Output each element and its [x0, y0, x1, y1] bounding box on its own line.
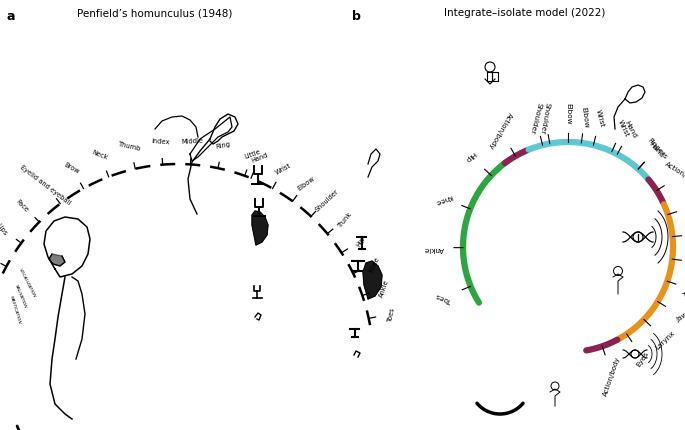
Text: Hip: Hip — [464, 150, 477, 163]
Text: Eyelid and eyeball: Eyelid and eyeball — [19, 164, 72, 206]
Text: Elbow: Elbow — [297, 175, 316, 191]
Text: Wrist: Wrist — [595, 108, 606, 127]
Text: Hand: Hand — [624, 120, 638, 139]
Text: Tongue: Tongue — [682, 284, 685, 298]
Text: Shoulder: Shoulder — [314, 188, 340, 212]
Text: Penfield’s homunculus (1948): Penfield’s homunculus (1948) — [77, 8, 233, 18]
Text: Brow: Brow — [63, 161, 81, 175]
Text: Integrate–isolate model (2022): Integrate–isolate model (2022) — [445, 8, 606, 18]
Text: b: b — [352, 10, 361, 23]
Text: Little: Little — [244, 148, 262, 160]
Text: Toes: Toes — [436, 292, 452, 303]
Text: Larynx: Larynx — [654, 329, 676, 350]
Text: Ankle: Ankle — [378, 279, 390, 298]
Text: Eyes: Eyes — [636, 350, 650, 367]
Text: Action/body: Action/body — [487, 111, 513, 149]
Text: Action/body: Action/body — [664, 161, 685, 188]
Text: Lips: Lips — [0, 222, 8, 236]
Text: a: a — [6, 10, 14, 23]
Text: Thumb: Thumb — [118, 141, 142, 151]
Text: Hand: Hand — [251, 151, 269, 163]
Polygon shape — [49, 255, 65, 266]
Text: Neck: Neck — [91, 149, 109, 161]
Text: SALIVATION: SALIVATION — [14, 283, 27, 308]
Text: Toes: Toes — [387, 306, 396, 322]
Text: Elbow: Elbow — [565, 103, 571, 124]
Text: Ring: Ring — [215, 141, 231, 150]
Text: Action/body: Action/body — [603, 355, 622, 396]
Text: Hand: Hand — [648, 141, 665, 159]
Text: Wrist: Wrist — [616, 118, 630, 137]
Text: Face: Face — [15, 198, 29, 213]
Polygon shape — [252, 212, 268, 246]
Text: Trunk: Trunk — [337, 211, 353, 228]
Text: Shoulder: Shoulder — [529, 101, 543, 134]
Text: Knee: Knee — [434, 193, 453, 205]
Text: Wrist: Wrist — [275, 162, 292, 176]
Text: Knee: Knee — [368, 255, 380, 273]
Polygon shape — [363, 261, 382, 299]
Text: Elbow: Elbow — [580, 106, 589, 128]
Text: Index: Index — [151, 138, 170, 145]
Text: Jaw: Jaw — [675, 311, 685, 322]
Text: Ankle: Ankle — [424, 245, 444, 251]
Text: Middle: Middle — [181, 138, 203, 145]
Text: VOCALIZATION: VOCALIZATION — [17, 267, 36, 298]
Text: Fingers: Fingers — [647, 136, 669, 160]
Text: Hip: Hip — [356, 234, 366, 247]
Text: MASTICATION: MASTICATION — [9, 295, 22, 324]
Text: Shoulder: Shoulder — [539, 101, 551, 134]
